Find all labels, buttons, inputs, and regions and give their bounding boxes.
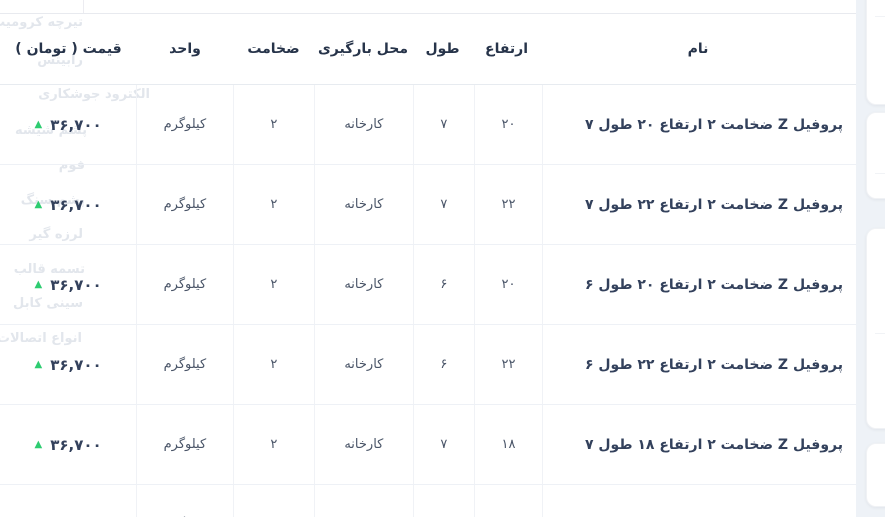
column-header-loading-place: محل بارگیری [317,40,409,57]
column-header-unit: واحد [169,40,201,57]
price-value: ۳۶,۷۰۰ [50,275,102,294]
previous-table-column-divider [83,0,84,13]
column-header-length: طول [425,40,460,57]
trend-up-icon: ▲ [34,118,43,130]
price-table-card: تیرچه کرومیت رابیتس الکترود جوشکاری پشم شیش… [0,0,856,517]
length-cell: ۵ [412,485,475,517]
table-body: پروفیل Z ضخامت ۲ ارتفاع ۲۰ طول ۷ ۲۰ ۷ کا… [0,85,856,517]
length-cell: ۶ [412,245,475,324]
product-name-cell[interactable]: پروفیل Z ضخامت ۲ ارتفاع ۱۸ طول ۷ [541,405,856,484]
height-cell: ۲۲ [474,485,542,517]
length-cell: ۷ [412,405,475,484]
side-panel-card [866,0,885,105]
unit-cell: کیلوگرم [136,245,232,324]
price-cell: ۳۶,۷۰۰ ▲ [0,85,136,164]
product-name-cell[interactable]: پروفیل Z ضخامت ۲ ارتفاع ۲۰ طول ۶ [541,245,856,324]
side-panel-card [866,112,885,199]
unit-cell: کیلوگرم [136,85,232,164]
height-cell: ۲۰ [474,245,542,324]
unit-cell: کیلوگرم [136,325,232,404]
product-name-cell[interactable]: پروفیل Z ضخامت ۲ ارتفاع ۲۲ طول ۷ [541,165,856,244]
trend-up-icon: ▲ [34,278,43,290]
height-cell: ۲۲ [474,325,542,404]
column-header-height: ارتفاع [485,40,529,57]
price-cell: ۳۶,۷۰۰ ▲ [0,325,136,404]
previous-table-edge [0,0,856,14]
price-value: ۳۶,۷۰۰ [50,516,101,517]
thickness-cell: ۲ [232,485,315,517]
product-name-cell[interactable]: پروفیل Z ضخامت ۲ ارتفاع ۲۲ طول ۵ [541,485,856,517]
length-cell: ۶ [412,325,475,404]
table-header-row: نام ارتفاع طول محل بارگیری ضخامت واحد قی… [0,13,856,85]
table-row: پروفیل Z ضخامت ۲ ارتفاع ۲۲ طول ۷ ۲۲ ۷ کا… [0,165,856,245]
side-panel-card [866,228,885,429]
price-value: ۳۶,۷۰۰ [50,355,102,374]
side-panel-card [866,443,885,507]
price-value: ۳۶,۷۰۰ [50,435,102,454]
side-panel-card-divider [875,173,885,174]
thickness-cell: ۲ [232,325,315,404]
loading-place-cell: کارخانه [314,405,412,484]
column-header-price: قیمت ( تومان ) [15,40,122,57]
table-row: پروفیل Z ضخامت ۲ ارتفاع ۱۸ طول ۷ ۱۸ ۷ کا… [0,405,856,485]
table-row: پروفیل Z ضخامت ۲ ارتفاع ۲۰ طول ۶ ۲۰ ۶ کا… [0,245,856,325]
unit-cell: کیلوگرم [136,485,232,517]
unit-cell: کیلوگرم [136,165,232,244]
unit-cell: کیلوگرم [136,405,232,484]
column-header-thickness: ضخامت [247,40,300,57]
thickness-cell: ۲ [232,245,315,324]
height-cell: ۲۲ [474,165,542,244]
thickness-cell: ۲ [232,85,315,164]
trend-up-icon: ▲ [34,438,43,450]
length-cell: ۷ [412,165,475,244]
loading-place-cell: کارخانه [314,85,412,164]
loading-place-cell: کارخانه [314,245,412,324]
table-row: پروفیل Z ضخامت ۲ ارتفاع ۲۰ طول ۷ ۲۰ ۷ کا… [0,85,856,165]
height-cell: ۲۰ [474,85,542,164]
product-name-cell[interactable]: پروفیل Z ضخامت ۲ ارتفاع ۲۰ طول ۷ [541,85,856,164]
trend-up-icon: ▲ [34,358,43,370]
loading-place-cell: کارخانه [314,485,412,517]
price-value: ۳۶,۷۰۰ [50,195,102,214]
height-cell: ۱۸ [474,405,542,484]
side-panel-card-divider [875,333,885,334]
price-cell: ۳۶,۷۰۰ ▲ [0,485,136,517]
table-row: پروفیل Z ضخامت ۲ ارتفاع ۲۲ طول ۵ ۲۲ ۵ کا… [0,485,856,517]
side-panel-card-divider [875,16,885,17]
product-name-cell[interactable]: پروفیل Z ضخامت ۲ ارتفاع ۲۲ طول ۶ [541,325,856,404]
length-cell: ۷ [412,85,475,164]
trend-up-icon: ▲ [34,198,43,210]
price-value: ۳۶,۷۰۰ [50,115,102,134]
thickness-cell: ۲ [232,405,315,484]
column-header-name: نام [687,40,709,57]
thickness-cell: ۲ [232,165,315,244]
price-cell: ۳۶,۷۰۰ ▲ [0,405,136,484]
table-row: پروفیل Z ضخامت ۲ ارتفاع ۲۲ طول ۶ ۲۲ ۶ کا… [0,325,856,405]
price-cell: ۳۶,۷۰۰ ▲ [0,245,136,324]
loading-place-cell: کارخانه [314,325,412,404]
price-cell: ۳۶,۷۰۰ ▲ [0,165,136,244]
loading-place-cell: کارخانه [314,165,412,244]
